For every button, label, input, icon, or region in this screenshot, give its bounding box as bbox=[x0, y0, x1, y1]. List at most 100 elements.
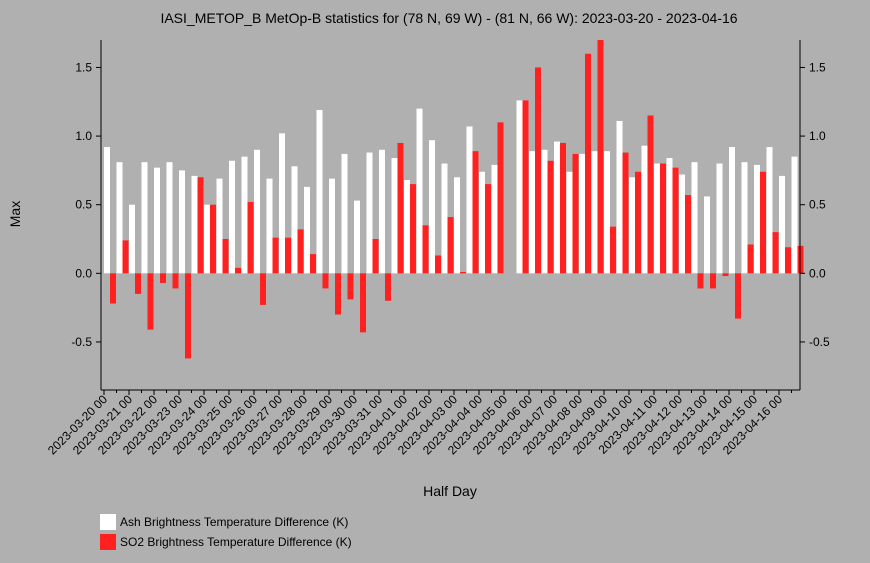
so2-bar bbox=[597, 40, 604, 274]
ash-bar bbox=[141, 162, 148, 274]
y-tick-label: 1.0 bbox=[75, 129, 92, 143]
ash-bar bbox=[666, 158, 673, 274]
legend-swatch-so2 bbox=[100, 534, 116, 550]
ash-bar bbox=[429, 140, 435, 274]
ash-bar bbox=[191, 175, 198, 274]
x-axis-label: Half Day bbox=[423, 483, 477, 499]
legend-label-so2: SO2 Brightness Temperature Difference (K… bbox=[120, 535, 352, 549]
so2-bar bbox=[485, 184, 491, 274]
ash-bar bbox=[466, 126, 473, 274]
ash-bar bbox=[704, 196, 710, 274]
so2-bar bbox=[185, 273, 191, 359]
legend-swatch-ash bbox=[100, 514, 116, 530]
y-tick-label-right: -0.5 bbox=[809, 335, 830, 349]
so2-bar bbox=[660, 163, 666, 274]
so2-bar bbox=[160, 273, 166, 283]
ash-bar bbox=[566, 171, 573, 274]
so2-bar bbox=[722, 273, 729, 277]
so2-bar bbox=[272, 237, 279, 274]
y-tick-label: 0.5 bbox=[75, 198, 92, 212]
so2-bar bbox=[647, 115, 654, 274]
so2-bar bbox=[397, 142, 404, 274]
so2-bar bbox=[560, 142, 566, 274]
so2-bar bbox=[360, 273, 366, 333]
so2-bar bbox=[210, 204, 216, 274]
so2-bar bbox=[422, 225, 429, 274]
ash-bar bbox=[379, 149, 385, 274]
so2-bar bbox=[435, 255, 441, 274]
ash-bar bbox=[229, 160, 235, 274]
ash-bar bbox=[604, 151, 610, 274]
ash-bar bbox=[104, 147, 110, 274]
so2-bar bbox=[760, 171, 766, 274]
so2-bar bbox=[410, 184, 416, 274]
so2-bar bbox=[697, 273, 704, 289]
so2-bar bbox=[135, 273, 141, 294]
ash-bar bbox=[254, 149, 260, 274]
legend: Ash Brightness Temperature Difference (K… bbox=[100, 512, 352, 552]
ash-bar bbox=[641, 145, 648, 274]
so2-bar bbox=[235, 267, 241, 274]
y-tick-label-right: 1.0 bbox=[809, 129, 826, 143]
so2-bar bbox=[622, 152, 629, 274]
ash-bar bbox=[216, 178, 223, 274]
ash-bar bbox=[691, 162, 698, 274]
y-tick-label: 1.5 bbox=[75, 60, 92, 74]
y-tick-label-right: 1.5 bbox=[809, 60, 826, 74]
so2-bar bbox=[610, 226, 616, 274]
ash-bar bbox=[279, 133, 285, 274]
ash-bar bbox=[366, 152, 373, 274]
ash-bar bbox=[529, 151, 535, 274]
so2-bar bbox=[735, 273, 741, 319]
ash-bar bbox=[554, 141, 560, 274]
legend-item-ash: Ash Brightness Temperature Difference (K… bbox=[100, 512, 352, 532]
ash-bar bbox=[779, 175, 785, 274]
so2-bar bbox=[347, 273, 354, 300]
so2-bar bbox=[672, 167, 679, 274]
legend-item-so2: SO2 Brightness Temperature Difference (K… bbox=[100, 532, 352, 552]
ash-bar bbox=[291, 166, 298, 274]
ash-bar bbox=[166, 162, 173, 274]
so2-bar bbox=[297, 229, 304, 274]
so2-bar bbox=[710, 273, 716, 289]
ash-bar bbox=[266, 178, 273, 274]
ash-bar bbox=[791, 156, 798, 274]
ash-bar bbox=[479, 171, 485, 274]
ash-bar bbox=[616, 120, 623, 274]
so2-bar bbox=[335, 273, 341, 315]
so2-bar bbox=[122, 240, 129, 274]
ash-bar bbox=[329, 178, 335, 274]
ash-bar bbox=[679, 174, 685, 274]
ash-bar bbox=[491, 164, 498, 274]
ash-bar bbox=[179, 170, 185, 274]
ash-bar bbox=[204, 204, 210, 274]
so2-bar bbox=[747, 244, 754, 274]
ash-bar bbox=[729, 147, 735, 274]
ash-bar bbox=[304, 186, 310, 274]
ash-bar bbox=[591, 151, 598, 274]
so2-bar bbox=[172, 273, 179, 289]
so2-bar bbox=[147, 273, 154, 330]
ash-bar bbox=[391, 158, 398, 274]
so2-bar bbox=[772, 232, 779, 274]
y-tick-label: 0.0 bbox=[75, 266, 92, 280]
ash-bar bbox=[716, 163, 723, 274]
chart-title: IASI_METOP_B MetOp-B statistics for (78 … bbox=[160, 10, 737, 26]
so2-bar bbox=[260, 273, 266, 305]
axes-group: -0.5 -0.50.0 0.00.5 0.51.0 1.01.5 1.52023-03-… bbox=[45, 40, 830, 457]
ash-bar bbox=[354, 200, 360, 274]
ash-bar bbox=[116, 162, 123, 274]
ash-bar bbox=[316, 110, 323, 274]
so2-bar bbox=[572, 153, 579, 274]
ash-bar bbox=[579, 153, 585, 274]
ash-bar bbox=[741, 162, 748, 274]
so2-bar bbox=[635, 171, 641, 274]
ash-bar bbox=[754, 164, 760, 274]
so2-bar bbox=[522, 100, 529, 274]
y-axis-label: Max bbox=[7, 201, 23, 227]
so2-bar bbox=[285, 237, 291, 274]
ash-bar bbox=[341, 153, 348, 274]
so2-bar bbox=[535, 67, 541, 274]
so2-bar bbox=[322, 273, 329, 289]
